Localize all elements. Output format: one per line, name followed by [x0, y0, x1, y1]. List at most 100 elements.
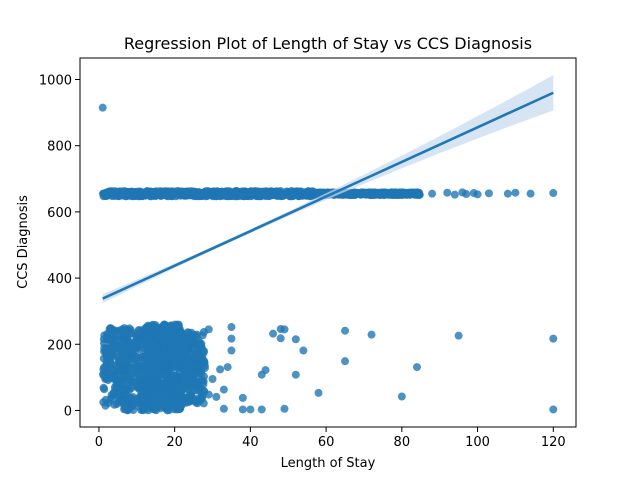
data-point [122, 187, 131, 196]
data-point [111, 350, 120, 359]
data-point [219, 404, 228, 413]
data-point [290, 189, 298, 198]
data-point [107, 391, 116, 399]
data-point [149, 390, 158, 398]
data-point [98, 103, 107, 112]
data-point [232, 190, 241, 199]
data-point [159, 344, 168, 353]
data-point [132, 379, 140, 388]
data-point [291, 370, 300, 379]
data-point [200, 358, 209, 367]
data-point [503, 189, 512, 198]
data-point [246, 405, 255, 414]
data-point [118, 398, 127, 407]
data-point [249, 190, 258, 199]
y-tick-label: 800 [47, 140, 72, 155]
data-point [153, 379, 162, 388]
data-point [341, 326, 350, 335]
x-tick-label: 40 [242, 435, 259, 450]
data-point [164, 329, 173, 338]
data-point [341, 357, 350, 366]
data-point [120, 405, 129, 414]
data-point [385, 190, 394, 199]
data-point [160, 380, 169, 389]
axes-frame [79, 57, 577, 428]
data-point [238, 393, 247, 402]
data-point [99, 192, 108, 201]
dense-band-4 [140, 370, 187, 415]
data-point [199, 399, 208, 408]
y-tick-label: 400 [47, 272, 72, 287]
data-point [142, 364, 151, 373]
data-point [146, 401, 155, 410]
x-tick-label: 120 [541, 435, 566, 450]
y-axis-label: CCS Diagnosis [16, 195, 31, 289]
data-point [299, 346, 308, 355]
data-point [198, 191, 207, 199]
data-point [147, 374, 156, 383]
data-point [124, 358, 133, 367]
data-point [280, 404, 289, 413]
data-point [212, 392, 221, 401]
x-tick-label: 100 [465, 435, 490, 450]
data-point [397, 392, 406, 401]
data-point [173, 387, 182, 396]
data-point [216, 365, 225, 374]
data-point [114, 366, 123, 375]
data-point [143, 352, 151, 361]
plot-area [98, 75, 558, 415]
data-point [473, 190, 482, 199]
data-point [204, 390, 213, 399]
data-point [223, 363, 232, 372]
data-point [102, 358, 111, 367]
data-point [450, 190, 459, 199]
data-point [428, 189, 437, 198]
data-point [223, 192, 232, 201]
data-point [412, 363, 421, 372]
data-point [549, 405, 558, 414]
data-point [356, 188, 365, 197]
data-point [204, 325, 213, 334]
data-point [110, 383, 119, 392]
data-point [413, 188, 422, 197]
x-tick-label: 60 [318, 435, 335, 450]
y-axis-ticks: 0 200 400 600 800 1000 [39, 74, 80, 419]
dense-band-2 [99, 324, 149, 415]
data-point [227, 323, 236, 332]
data-point [549, 189, 558, 198]
chart-title: Regression Plot of Length of Stay vs CCS… [124, 34, 532, 53]
regression-line [102, 91, 554, 300]
data-point [169, 358, 178, 367]
data-point [159, 370, 168, 379]
data-point [260, 190, 269, 199]
data-point [101, 401, 110, 410]
data-point [269, 329, 278, 338]
data-point [291, 335, 300, 344]
data-point [132, 399, 141, 407]
data-point [131, 355, 140, 364]
dense-band-0 [99, 187, 319, 201]
data-point [300, 190, 309, 199]
data-point [227, 346, 236, 355]
data-point [191, 395, 200, 404]
data-point [149, 341, 158, 350]
data-point [100, 385, 109, 394]
data-point [511, 188, 520, 197]
data-point [102, 372, 111, 380]
data-point [484, 189, 493, 198]
data-point [238, 405, 247, 414]
data-point [166, 374, 175, 383]
x-axis-label: Length of Stay [281, 456, 376, 471]
data-point [118, 384, 127, 393]
data-point [108, 188, 117, 197]
data-point [180, 384, 189, 393]
data-point [367, 330, 376, 339]
data-point [132, 363, 141, 372]
data-point [219, 385, 228, 394]
data-point [142, 190, 151, 198]
data-point [276, 325, 285, 334]
y-tick-label: 0 [64, 404, 72, 419]
data-point [140, 382, 149, 391]
data-point [268, 190, 277, 199]
data-point [157, 189, 166, 198]
